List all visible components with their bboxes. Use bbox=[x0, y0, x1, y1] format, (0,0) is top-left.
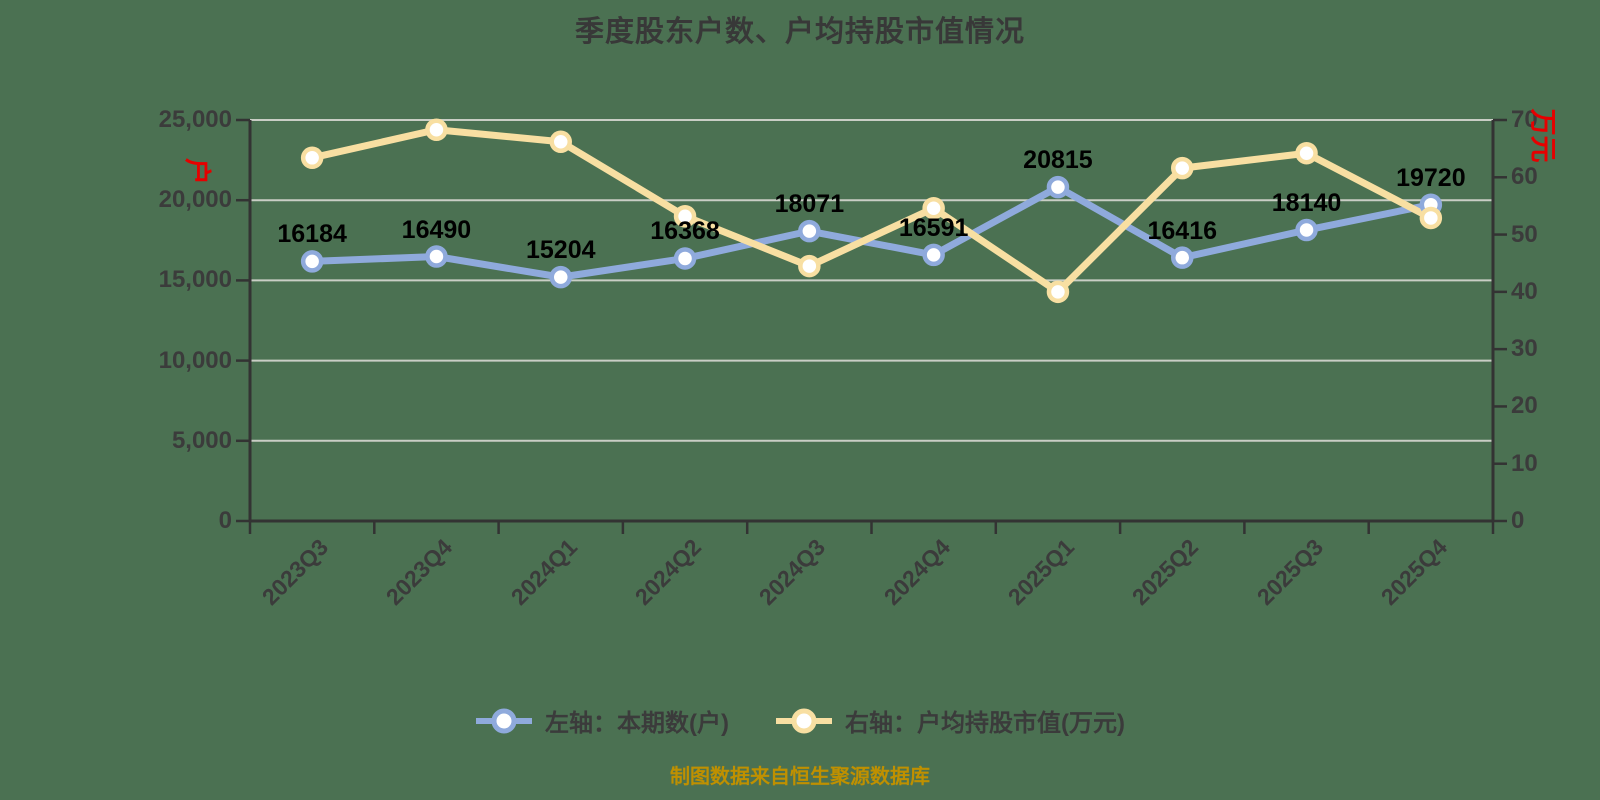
data-value-label: 20815 bbox=[1023, 146, 1093, 175]
blue-data-point-marker[interactable] bbox=[300, 250, 324, 273]
right-axis-tick-label: 50 bbox=[1511, 220, 1538, 248]
left-axis-tick-label: 20,000 bbox=[158, 186, 232, 214]
right-axis-tick-label: 30 bbox=[1511, 335, 1538, 363]
data-value-label: 16416 bbox=[1147, 216, 1218, 245]
data-value-label: 19720 bbox=[1396, 163, 1466, 192]
blue-series-line bbox=[308, 183, 1435, 281]
blue-data-point-marker[interactable] bbox=[1171, 246, 1194, 269]
left-axis-tick-label: 15,000 bbox=[158, 266, 232, 294]
legend-label-left-series: 左轴：本期数(户) bbox=[545, 710, 729, 737]
data-source-note: 制图数据来自恒生聚源数据库 bbox=[670, 766, 930, 788]
right-axis-tick-label: 0 bbox=[1511, 507, 1525, 534]
right-axis-tick-label: 10 bbox=[1511, 449, 1538, 477]
data-value-label: 16490 bbox=[401, 215, 472, 244]
legend-item-market-value[interactable]: 右轴：户均持股市值(万元) bbox=[775, 703, 1125, 738]
blue-data-point-marker[interactable] bbox=[1046, 175, 1070, 199]
left-axis-tick-label: 0 bbox=[218, 507, 232, 534]
legend-marker-blue-icon bbox=[476, 708, 533, 733]
yellow-data-point-marker[interactable] bbox=[549, 130, 572, 154]
right-axis-tick-label: 40 bbox=[1511, 277, 1538, 305]
data-value-label: 18140 bbox=[1271, 189, 1342, 218]
data-value-label: 16184 bbox=[277, 220, 347, 249]
blue-data-point-marker[interactable] bbox=[425, 245, 448, 268]
yellow-data-point-marker[interactable] bbox=[673, 204, 697, 228]
yellow-series-line bbox=[308, 126, 1435, 296]
chart-title: 季度股东户数、户均持股市值情况 bbox=[574, 16, 1025, 48]
blue-data-point-marker[interactable] bbox=[922, 243, 945, 267]
blue-data-point-marker[interactable] bbox=[549, 265, 572, 289]
legend-marker-yellow-icon bbox=[776, 708, 832, 733]
yellow-data-point-marker[interactable] bbox=[1419, 206, 1443, 230]
yellow-data-point-marker[interactable] bbox=[425, 118, 448, 141]
blue-data-point-marker[interactable] bbox=[1295, 218, 1318, 242]
legend: 左轴：本期数(户) 右轴：户均持股市值(万元) bbox=[0, 703, 1600, 738]
yellow-data-point-marker[interactable] bbox=[1171, 156, 1194, 180]
left-axis-tick-label: 5,000 bbox=[171, 426, 232, 454]
left-axis-unit-label: 户 bbox=[182, 158, 212, 185]
legend-label-right-series: 右轴：户均持股市值(万元) bbox=[845, 710, 1125, 737]
right-axis-tick-label: 60 bbox=[1511, 163, 1538, 191]
yellow-data-point-marker[interactable] bbox=[1295, 141, 1318, 165]
left-axis-tick-label: 25,000 bbox=[158, 106, 232, 133]
data-value-label: 15204 bbox=[525, 236, 596, 265]
yellow-data-point-marker[interactable] bbox=[300, 146, 324, 170]
right-axis-unit-label: 万元 bbox=[1527, 108, 1558, 163]
left-axis-tick-label: 10,000 bbox=[158, 346, 232, 374]
yellow-data-point-marker[interactable] bbox=[922, 196, 945, 220]
blue-data-point-marker[interactable] bbox=[798, 219, 821, 243]
legend-item-shareholders[interactable]: 左轴：本期数(户) bbox=[475, 703, 729, 738]
yellow-data-point-marker[interactable] bbox=[798, 254, 821, 278]
data-value-label: 16591 bbox=[898, 213, 969, 242]
right-axis-tick-label: 20 bbox=[1511, 392, 1538, 420]
yellow-data-point-marker[interactable] bbox=[1046, 280, 1070, 304]
data-value-label: 18071 bbox=[774, 190, 845, 219]
right-axis-tick-label: 70 bbox=[1511, 106, 1538, 133]
blue-data-point-marker[interactable] bbox=[673, 247, 697, 270]
data-value-label: 16368 bbox=[650, 217, 720, 246]
